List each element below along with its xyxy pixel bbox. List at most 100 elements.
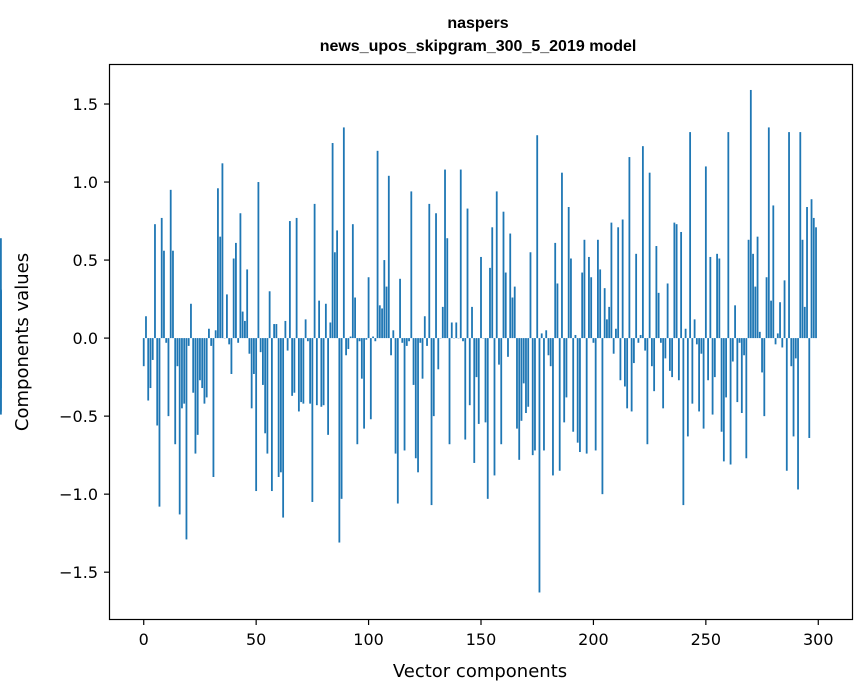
bar [408, 338, 410, 342]
bar [358, 338, 361, 342]
bar [525, 338, 527, 414]
bar [340, 338, 343, 499]
bar [313, 203, 316, 339]
bar [221, 163, 224, 339]
bar [306, 338, 309, 342]
bar [754, 286, 757, 339]
bar [543, 338, 545, 451]
bar [241, 311, 244, 339]
bar [799, 132, 802, 339]
bar [549, 338, 552, 367]
bar [327, 338, 329, 435]
bar [536, 135, 539, 339]
bar [565, 338, 568, 398]
bar [713, 338, 716, 378]
bar [601, 338, 604, 495]
bar [172, 250, 174, 339]
bar [428, 203, 431, 339]
y-tick-label: 0.0 [73, 329, 98, 348]
bar [165, 338, 168, 343]
bar [547, 338, 550, 356]
bar [659, 338, 662, 343]
bar [279, 338, 282, 473]
bar [727, 132, 730, 339]
bar [414, 338, 417, 459]
bar [493, 338, 496, 476]
bar [376, 150, 379, 339]
bar [664, 338, 667, 359]
bar [740, 338, 743, 414]
bar [756, 236, 759, 339]
bar [158, 338, 161, 507]
bar [259, 338, 262, 353]
bar [293, 338, 296, 393]
bar [190, 303, 192, 339]
bar [691, 338, 694, 404]
bar [354, 297, 356, 339]
y-tick-label: −1.0 [59, 485, 98, 504]
x-tick-label: 0 [139, 630, 149, 649]
y-tick-label: 1.5 [73, 95, 98, 114]
bar [484, 338, 487, 423]
bar [758, 331, 761, 339]
bar [763, 338, 766, 417]
bar [331, 143, 334, 339]
bar [502, 211, 505, 339]
bar [432, 338, 435, 417]
bar [394, 338, 397, 454]
bar [662, 338, 665, 409]
bar [774, 338, 777, 345]
bar [513, 286, 516, 339]
bar [630, 338, 633, 412]
bar [644, 338, 647, 351]
bar [473, 338, 476, 463]
bar [435, 213, 437, 339]
bar [590, 277, 593, 339]
bar [246, 269, 249, 339]
bar [405, 338, 408, 346]
x-tick-label: 50 [246, 630, 266, 649]
bar [468, 338, 471, 406]
bar [495, 191, 498, 339]
bar [619, 338, 622, 381]
bar [0, 336, 2, 339]
bar [668, 338, 671, 371]
bar [471, 306, 473, 339]
bar [169, 189, 172, 339]
bar [477, 338, 480, 424]
bar [322, 338, 325, 406]
bar [288, 221, 291, 339]
bar [534, 338, 536, 451]
y-axis-ticks: −1.5 −1.0 −0.5 0.0 0.5 1.0 1.5 [59, 95, 110, 582]
bar [675, 224, 678, 339]
bar [803, 306, 806, 339]
bar [367, 277, 370, 339]
bar [583, 239, 586, 339]
bar [345, 338, 347, 356]
bar [208, 328, 210, 339]
y-axis-label: Components values [12, 253, 33, 431]
bar [262, 338, 264, 385]
plot-area-frame [108, 63, 854, 621]
bar [554, 242, 557, 339]
bar [700, 338, 703, 354]
bar-series [0, 89, 817, 593]
x-tick-label: 300 [803, 630, 834, 649]
bar [520, 338, 523, 421]
bar [531, 338, 534, 456]
bar [160, 217, 163, 339]
bar [464, 338, 467, 440]
bar [655, 246, 658, 339]
bar [235, 242, 237, 339]
bar [722, 338, 725, 462]
bar [734, 305, 736, 339]
bar [594, 338, 597, 451]
bar [149, 338, 152, 389]
bar [628, 157, 631, 339]
bar [309, 338, 312, 404]
bar [286, 338, 289, 351]
bar [486, 338, 489, 499]
bar [615, 328, 617, 339]
chart-title-line2: news_upos_skipgram_300_5_2019 model [320, 38, 637, 55]
